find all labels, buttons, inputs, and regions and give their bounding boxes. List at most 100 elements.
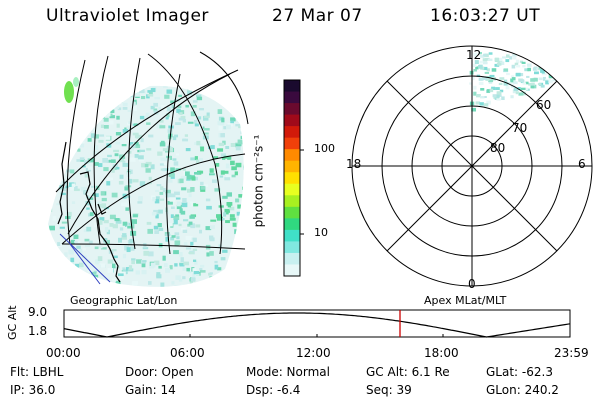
speckle-cell [515,59,520,64]
colorbar-tick-10: 10 [314,226,328,239]
speckle-cell [232,222,237,227]
speckle-cell [225,163,230,169]
speckle-cell [185,247,192,250]
speckle-cell [187,121,194,124]
speckle-cell [171,104,175,109]
speckle-cell [548,53,553,56]
speckle-cell [96,201,102,205]
speckle-cell [163,85,168,88]
speckle-cell [511,64,516,69]
speckle-cell [107,268,114,273]
speckle-cell [203,184,209,188]
speckle-cell [511,85,515,88]
speckle-cell [576,71,580,76]
speckle-cell [212,179,217,183]
speckle-cell [528,82,532,86]
speckle-cell [190,241,194,246]
info-mode: Mode: Normal [246,365,330,379]
speckle-cell [48,199,53,203]
speckle-cell [183,219,189,222]
speckle-cell [137,149,141,153]
speckle-cell [61,85,65,89]
speckle-cell [100,124,104,129]
info-door: Door: Open [125,365,194,379]
speckle-cell [559,78,564,81]
speckle-cell [105,288,109,292]
speckle-cell [259,106,262,110]
speckle-cell [255,228,260,231]
speckle-cell [527,67,531,72]
speckle-cell [472,63,477,67]
colorbar-cell [284,126,300,139]
speckle-cell [487,58,493,61]
speckle-cell [48,274,50,278]
speckle-cell [488,81,493,84]
speckle-cell [42,274,47,279]
speckle-cell [238,106,244,109]
speckle-cell [147,94,154,97]
speckle-cell [245,158,248,162]
colorbar-cell [284,241,300,254]
speckle-cell [237,105,242,108]
speckle-cell [79,157,85,161]
speckle-cell [235,144,242,147]
speckle-cell [112,164,119,169]
speckle-cell [57,156,62,160]
speckle-cell [107,259,114,264]
speckle-cell [153,110,159,115]
speckle-cell [473,91,477,96]
speckle-cell [491,86,496,91]
speckle-cell [174,232,180,236]
speckle-cell [122,162,129,167]
speckle-cell [558,57,563,62]
speckle-cell [150,164,155,170]
speckle-cell [168,174,175,177]
speckle-cell [127,225,132,229]
colorbar-cell [284,172,300,185]
speckle-cell [492,94,498,98]
speckle-cell [48,151,50,156]
speckle-cell [217,148,224,152]
speckle-cell [61,276,67,280]
speckle-cell [74,263,80,268]
speckle-cell [195,273,200,276]
speckle-cell [187,90,193,95]
speckle-cell [112,263,116,269]
speckle-cell [101,86,107,91]
speckle-cell [235,124,242,127]
speckle-cell [110,93,116,97]
speckle-cell [555,60,559,65]
speckle-cell [232,260,237,265]
colorbar-cell [284,160,300,173]
speckle-cell [60,266,65,272]
speckle-cell [61,221,68,224]
speckle-cell [48,228,50,234]
speckle-cell [124,186,129,191]
speckle-cell [86,226,92,232]
speckle-cell [131,258,136,261]
speckle-cell [246,152,249,155]
speckle-cell [239,276,244,281]
speckle-cell [122,129,129,133]
speckle-cell [200,146,205,152]
speckle-cell [128,121,132,124]
speckle-cell [160,157,167,161]
speckle-cell [130,230,137,236]
speckle-cell [194,119,198,124]
speckle-cell [227,204,232,208]
speckle-cell [182,138,189,142]
speckle-cell [42,128,45,131]
speckle-cell [142,85,146,87]
speckle-cell [237,139,244,145]
speckle-cell [496,62,502,66]
speckle-cell [247,190,250,194]
speckle-cell [48,276,51,280]
speckle-cell [505,59,510,63]
speckle-cell [166,113,170,117]
speckle-cell [546,52,551,56]
speckle-cell [246,166,249,170]
speckle-cell [182,229,188,233]
speckle-cell [223,155,229,159]
speckle-cell [48,201,53,206]
speckle-cell [192,100,198,103]
